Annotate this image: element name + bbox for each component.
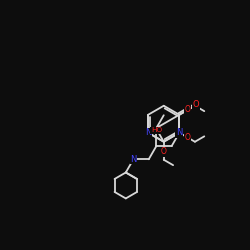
Text: O: O — [161, 147, 167, 156]
Text: O: O — [193, 100, 200, 110]
Text: N: N — [176, 128, 182, 137]
Text: N: N — [145, 128, 151, 137]
Text: HO: HO — [151, 128, 162, 134]
Text: O: O — [185, 105, 191, 114]
Text: O: O — [185, 133, 191, 142]
Text: N: N — [130, 155, 137, 164]
